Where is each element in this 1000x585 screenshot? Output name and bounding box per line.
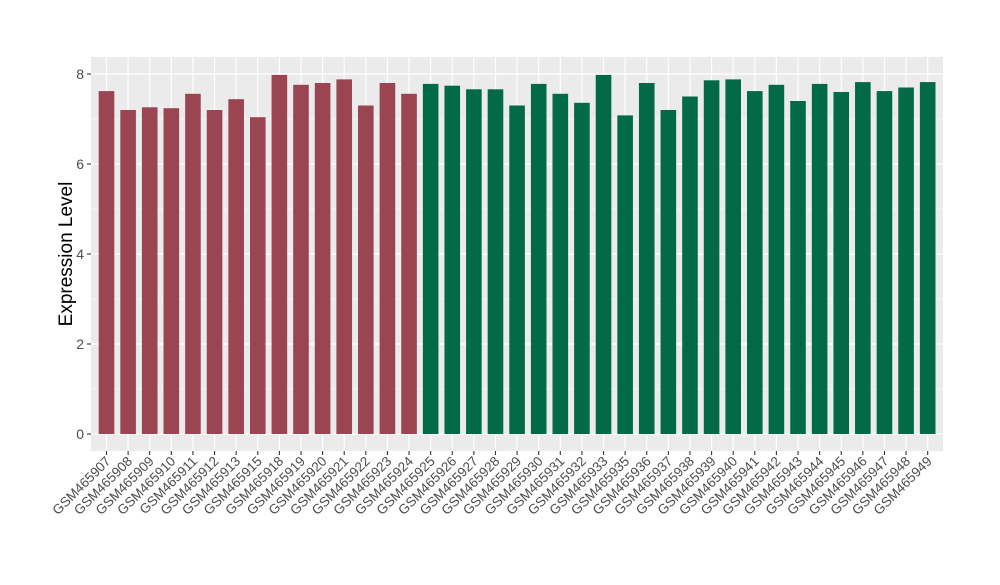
bar-GSM465909 <box>141 107 158 435</box>
bar-GSM465929 <box>509 105 525 434</box>
bar-GSM465912 <box>206 110 223 434</box>
bar-GSM465941 <box>747 91 763 434</box>
bar-GSM465943 <box>790 101 806 434</box>
bar-GSM465924 <box>401 93 417 435</box>
bar-GSM465935 <box>617 115 633 435</box>
y-tick-label: 4 <box>76 246 84 262</box>
bar-GSM465925 <box>422 83 439 435</box>
y-axis-label: Expression Level <box>56 182 77 327</box>
bar-GSM465928 <box>487 89 504 435</box>
bar-GSM465922 <box>358 105 374 434</box>
bar-GSM465937 <box>660 110 677 434</box>
y-tick-label: 2 <box>76 336 84 352</box>
y-tick-label: 0 <box>76 426 84 442</box>
bar-GSM465927 <box>466 89 482 435</box>
bar-GSM465940 <box>725 79 741 435</box>
bar-GSM465918 <box>271 74 288 435</box>
bar-GSM465948 <box>898 87 914 434</box>
bar-GSM465933 <box>595 74 612 435</box>
bar-GSM465936 <box>638 83 655 434</box>
bar-GSM465915 <box>249 117 266 434</box>
bar-GSM465944 <box>811 83 828 435</box>
bar-GSM465949 <box>919 82 936 434</box>
x-axis: GSM465907GSM465908GSM465909GSM465910GSM4… <box>49 451 935 518</box>
bar-GSM465946 <box>855 82 871 434</box>
bar-GSM465945 <box>833 92 850 434</box>
bar-GSM465939 <box>703 80 720 435</box>
y-tick-label: 8 <box>76 66 84 82</box>
bar-GSM465942 <box>768 84 785 435</box>
bar-GSM465931 <box>552 93 569 435</box>
bar-GSM465926 <box>444 85 461 434</box>
y-axis: 0 2 4 6 8 <box>76 66 91 442</box>
bar-GSM465920 <box>314 83 331 434</box>
bar-GSM465923 <box>379 83 396 434</box>
bar-GSM465908 <box>120 110 136 434</box>
y-tick-label: 6 <box>76 156 84 172</box>
bar-GSM465907 <box>98 91 115 434</box>
bar-GSM465930 <box>530 83 547 435</box>
bars-group <box>98 74 936 435</box>
bar-GSM465947 <box>876 91 893 434</box>
bar-GSM465910 <box>163 108 180 434</box>
bar-GSM465913 <box>228 99 244 434</box>
bar-GSM465938 <box>682 96 698 434</box>
bar-GSM465921 <box>336 79 353 435</box>
bar-GSM465911 <box>185 93 201 435</box>
bar-GSM465919 <box>293 84 309 435</box>
bar-GSM465932 <box>574 102 590 435</box>
